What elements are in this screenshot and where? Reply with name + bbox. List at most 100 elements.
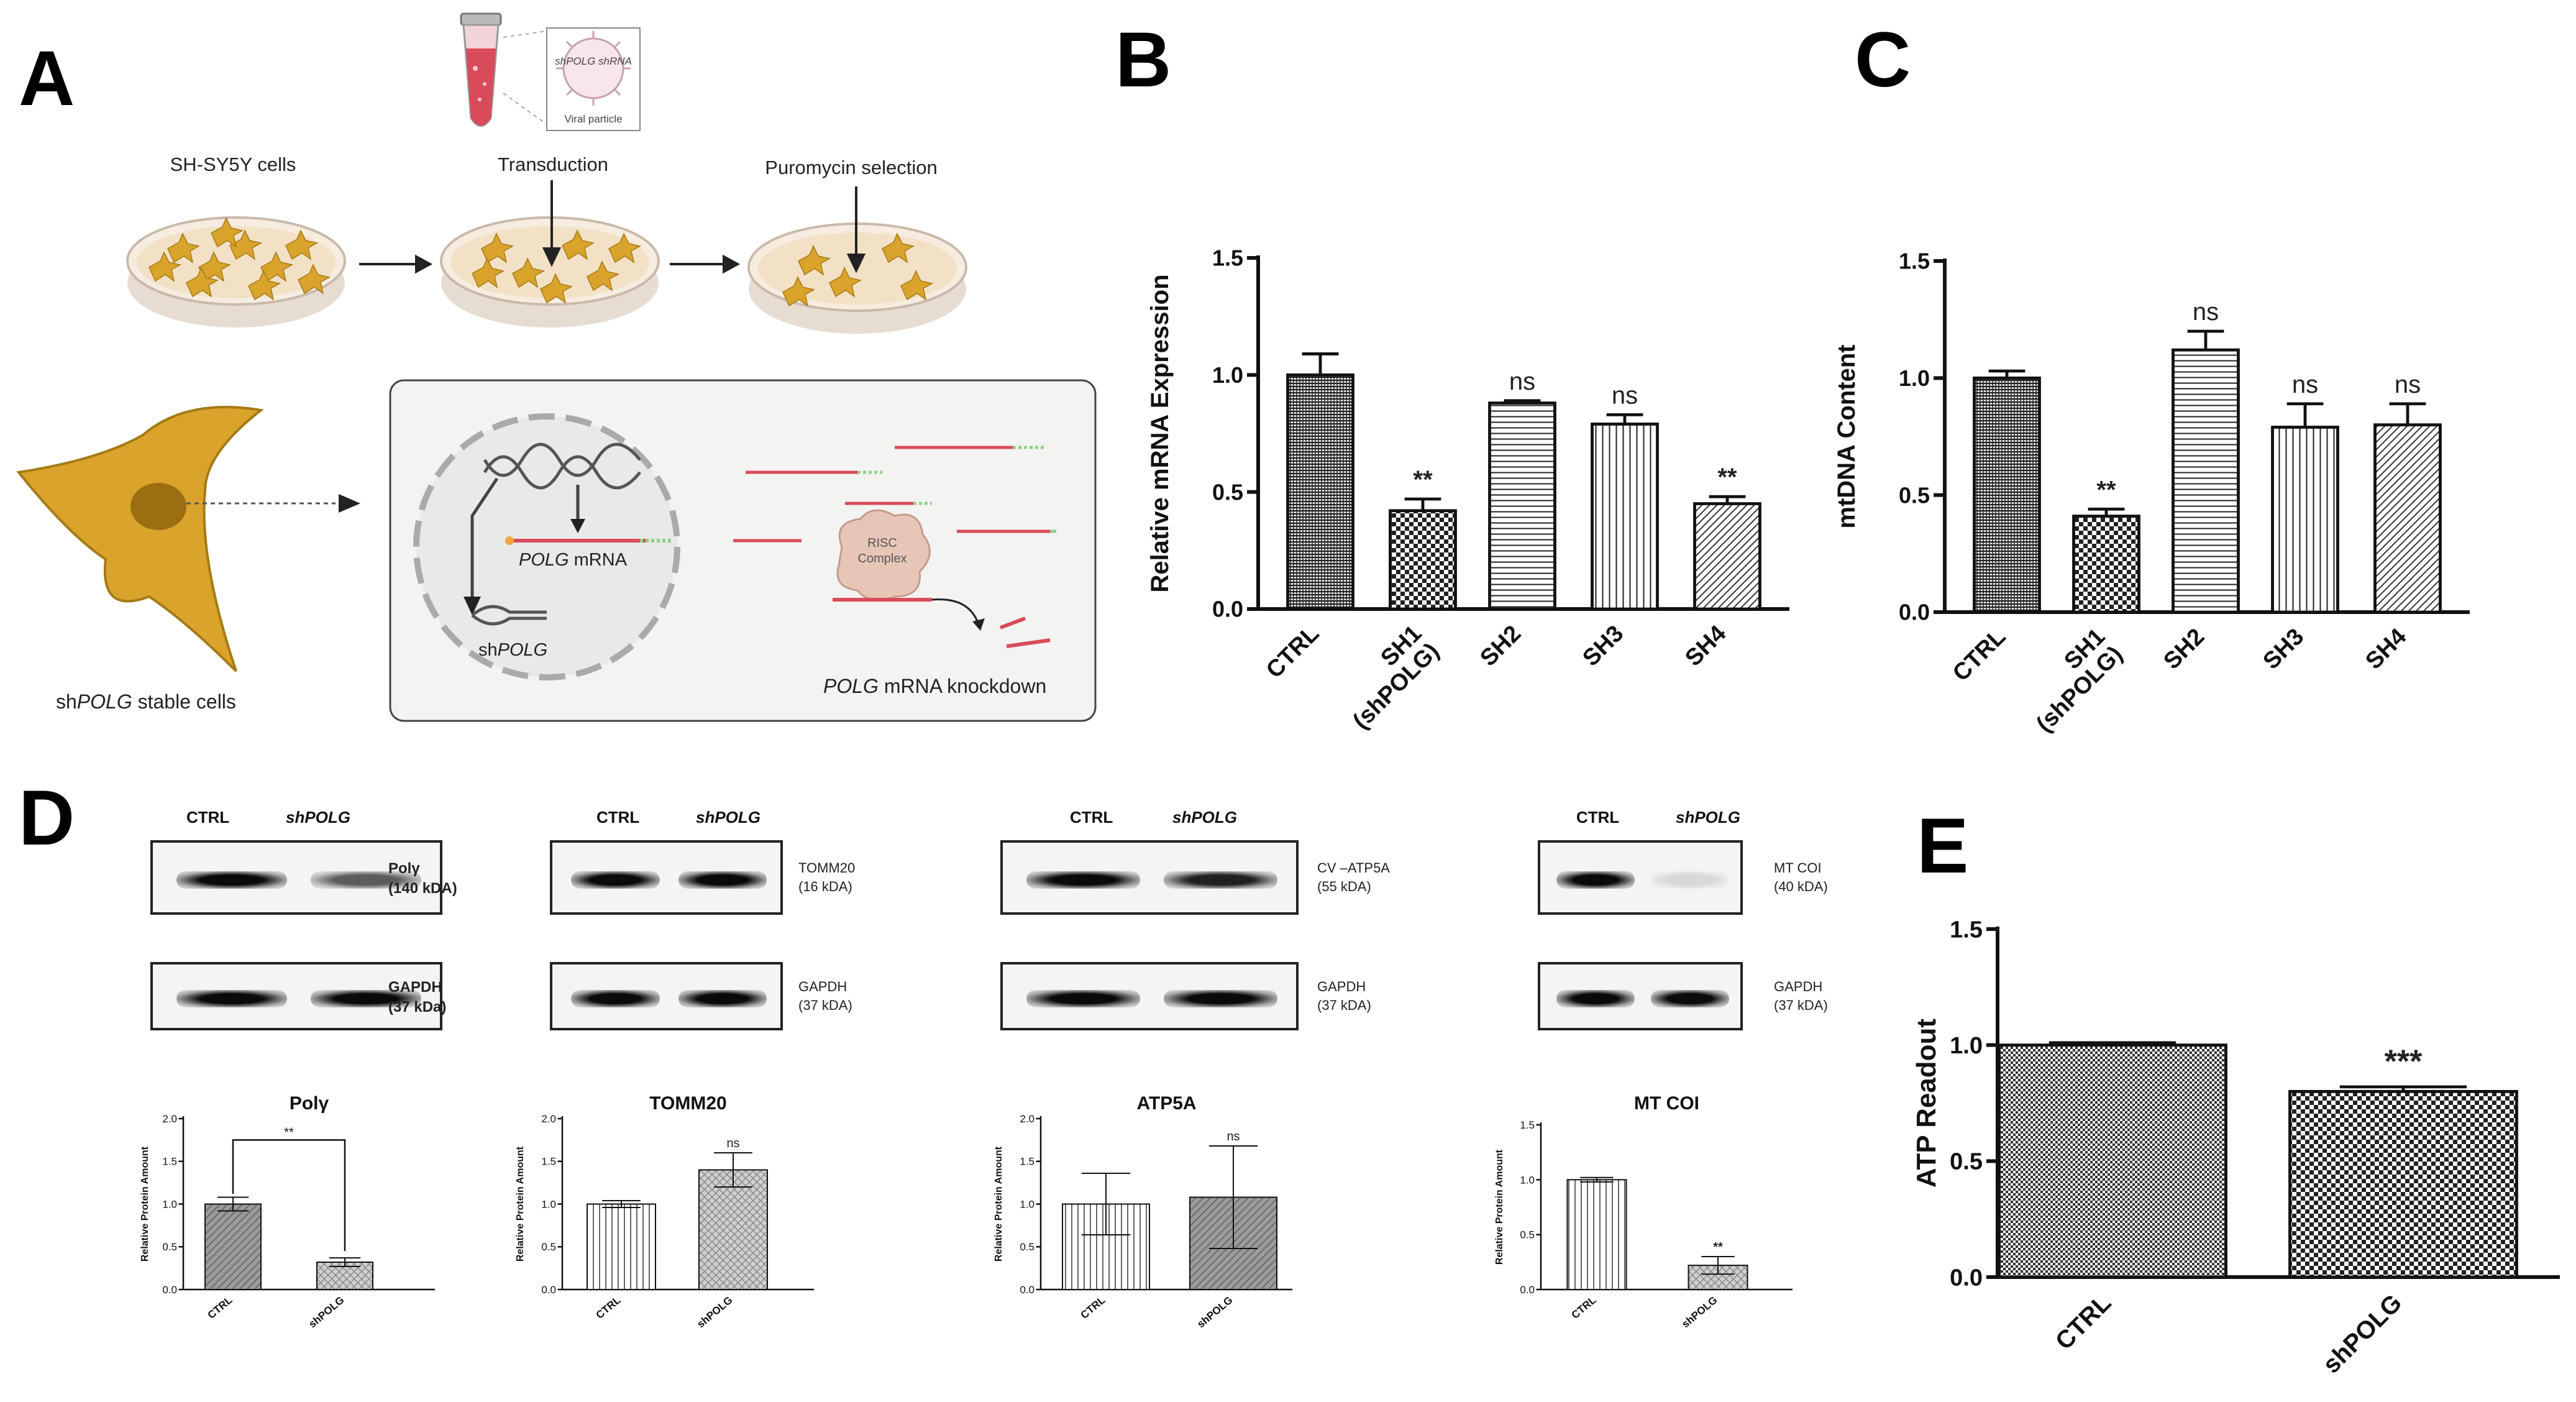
blot-protein-label: CV –ATP5A (55 kDA): [1317, 860, 1390, 894]
blot-lane-ctrl: CTRL: [1070, 808, 1113, 827]
blot-lane-shpolg: shPOLG: [286, 808, 351, 827]
significance-label: ns: [1612, 382, 1638, 409]
shrna-label: shPOLG: [478, 640, 547, 660]
risc-label-2: Complex: [858, 552, 907, 566]
blot-image: [150, 840, 442, 915]
significance-label: **: [1713, 1240, 1723, 1254]
significance-label: **: [1413, 466, 1433, 493]
y-axis-label: Relative mRNA Expression: [1146, 274, 1174, 592]
y-tick-label: 1.5: [162, 1156, 177, 1168]
panel-letter-d: D: [19, 775, 75, 861]
blot-band: [310, 871, 422, 889]
bar: [1488, 401, 1556, 611]
y-tick-label: 0.5: [1950, 1149, 1983, 1175]
viral-particle-icon: [546, 27, 641, 131]
y-axis-label: Relative Protein Amount: [140, 1146, 150, 1262]
blot-lane-shpolg: shPOLG: [1172, 808, 1238, 827]
blot-protein-label: TOMM20 (16 kDA): [798, 860, 856, 894]
x-tick-label: CTRL: [1569, 1294, 1599, 1321]
y-tick-label: 0.0: [1212, 597, 1243, 622]
blot-band: [1651, 871, 1729, 889]
y-tick-label: 0.0: [1899, 600, 1930, 625]
y-tick-label: 1.0: [1212, 362, 1243, 388]
schematic-figure: shPOLG shRNA Viral particle SH-SY5Y cell…: [16, 12, 1097, 722]
bar: [1688, 1265, 1748, 1290]
panel-letter-b: B: [1115, 17, 1172, 103]
stable-cells-label: shPOLG stable cells: [56, 690, 236, 713]
x-tick-label: SH4: [1680, 620, 1731, 671]
viral-tube-icon: [460, 12, 502, 127]
significance-label: ***: [2385, 1043, 2423, 1079]
blot-lane-ctrl: CTRL: [596, 808, 640, 827]
y-tick-label: 0.5: [541, 1241, 556, 1253]
blot-loading-label: GAPDH (37 kDA): [1774, 979, 1828, 1013]
bar: [698, 1169, 768, 1290]
bar: [1973, 376, 2041, 614]
x-tick-label: CTRL: [1079, 1294, 1108, 1321]
significance-bracket: [232, 1139, 346, 1252]
bar: [1566, 1179, 1627, 1291]
significance-label: ns: [2292, 371, 2318, 398]
polg-mrna-label: POLG mRNA: [519, 550, 628, 570]
y-tick-label: 0.0: [162, 1284, 177, 1296]
risc-complex-icon: [833, 509, 1051, 648]
blot-band: [1556, 990, 1635, 1007]
blot-band: [678, 990, 767, 1007]
step-label-puromycin: Puromycin selection: [765, 157, 937, 178]
y-tick-label: 0.5: [1212, 479, 1243, 505]
y-tick-label: 1.5: [1899, 249, 1930, 274]
y-tick-label: 1.5: [1020, 1156, 1035, 1168]
cell-cluster: [148, 217, 934, 307]
blot-band: [1164, 990, 1277, 1007]
y-tick-label: 0.0: [1520, 1284, 1535, 1296]
bar: [204, 1203, 262, 1290]
flow-arrows: [359, 180, 866, 274]
blot-image: [1538, 962, 1743, 1030]
y-axis-label: Relative Protein Amount: [993, 1146, 1004, 1262]
y-axis-label: Relative Protein Amount: [1494, 1149, 1505, 1265]
chart-title: ATP5A: [1136, 1093, 1196, 1114]
blot-image: [1538, 840, 1743, 915]
x-tick-label: shPOLG: [306, 1294, 346, 1330]
significance-label: **: [2096, 476, 2116, 503]
y-tick-label: 0.0: [1020, 1284, 1035, 1296]
y-tick-label: 1.0: [1950, 1033, 1983, 1059]
cytoplasm-mrna-icons: [733, 446, 1056, 543]
panel-letter-e: E: [1917, 803, 1969, 889]
blot-image: [1000, 840, 1299, 915]
y-axis-label: mtDNA Content: [1833, 344, 1860, 528]
y-tick-label: 0.5: [1520, 1229, 1535, 1241]
x-tick-label: CTRL: [1261, 620, 1324, 683]
y-tick-label: 0.5: [1899, 482, 1930, 508]
x-tick-label: SH3: [2258, 623, 2309, 674]
blot-image: [550, 962, 783, 1030]
blot-lane-shpolg: shPOLG: [696, 808, 761, 827]
viral-shrna-label: shPOLG shRNA: [555, 55, 632, 67]
blot-lane-ctrl: CTRL: [1576, 808, 1620, 827]
y-tick-label: 0.5: [1020, 1241, 1035, 1253]
bar: [2172, 348, 2240, 614]
bar: [2072, 515, 2140, 614]
blot-image: [550, 840, 783, 915]
blot-band: [1164, 871, 1277, 889]
bar: [2373, 423, 2442, 614]
x-tick-label: SH4: [2360, 623, 2411, 674]
blot-protein-label: MT COI (40 kDA): [1774, 860, 1828, 894]
x-tick-label: shPOLG: [2318, 1289, 2407, 1378]
y-tick-label: 1.0: [162, 1198, 177, 1210]
blot-band: [310, 990, 422, 1007]
blot-loading-label: GAPDH (37 kDA): [798, 979, 852, 1013]
step-label-transduction: Transduction: [498, 153, 608, 175]
blot-image: [1000, 962, 1299, 1030]
blot-band: [1556, 871, 1635, 889]
blot-band: [1026, 990, 1140, 1007]
blot-image: [150, 962, 442, 1030]
blot-loading-label: GAPDH (37 kDA): [1317, 979, 1371, 1013]
blot-band: [176, 990, 288, 1007]
bar: [2271, 426, 2339, 614]
y-tick-label: 1.0: [1020, 1198, 1035, 1210]
x-tick-label: SH3: [1578, 620, 1628, 671]
x-tick-label: SH2: [2158, 623, 2209, 674]
y-tick-label: 0.0: [1950, 1265, 1983, 1291]
